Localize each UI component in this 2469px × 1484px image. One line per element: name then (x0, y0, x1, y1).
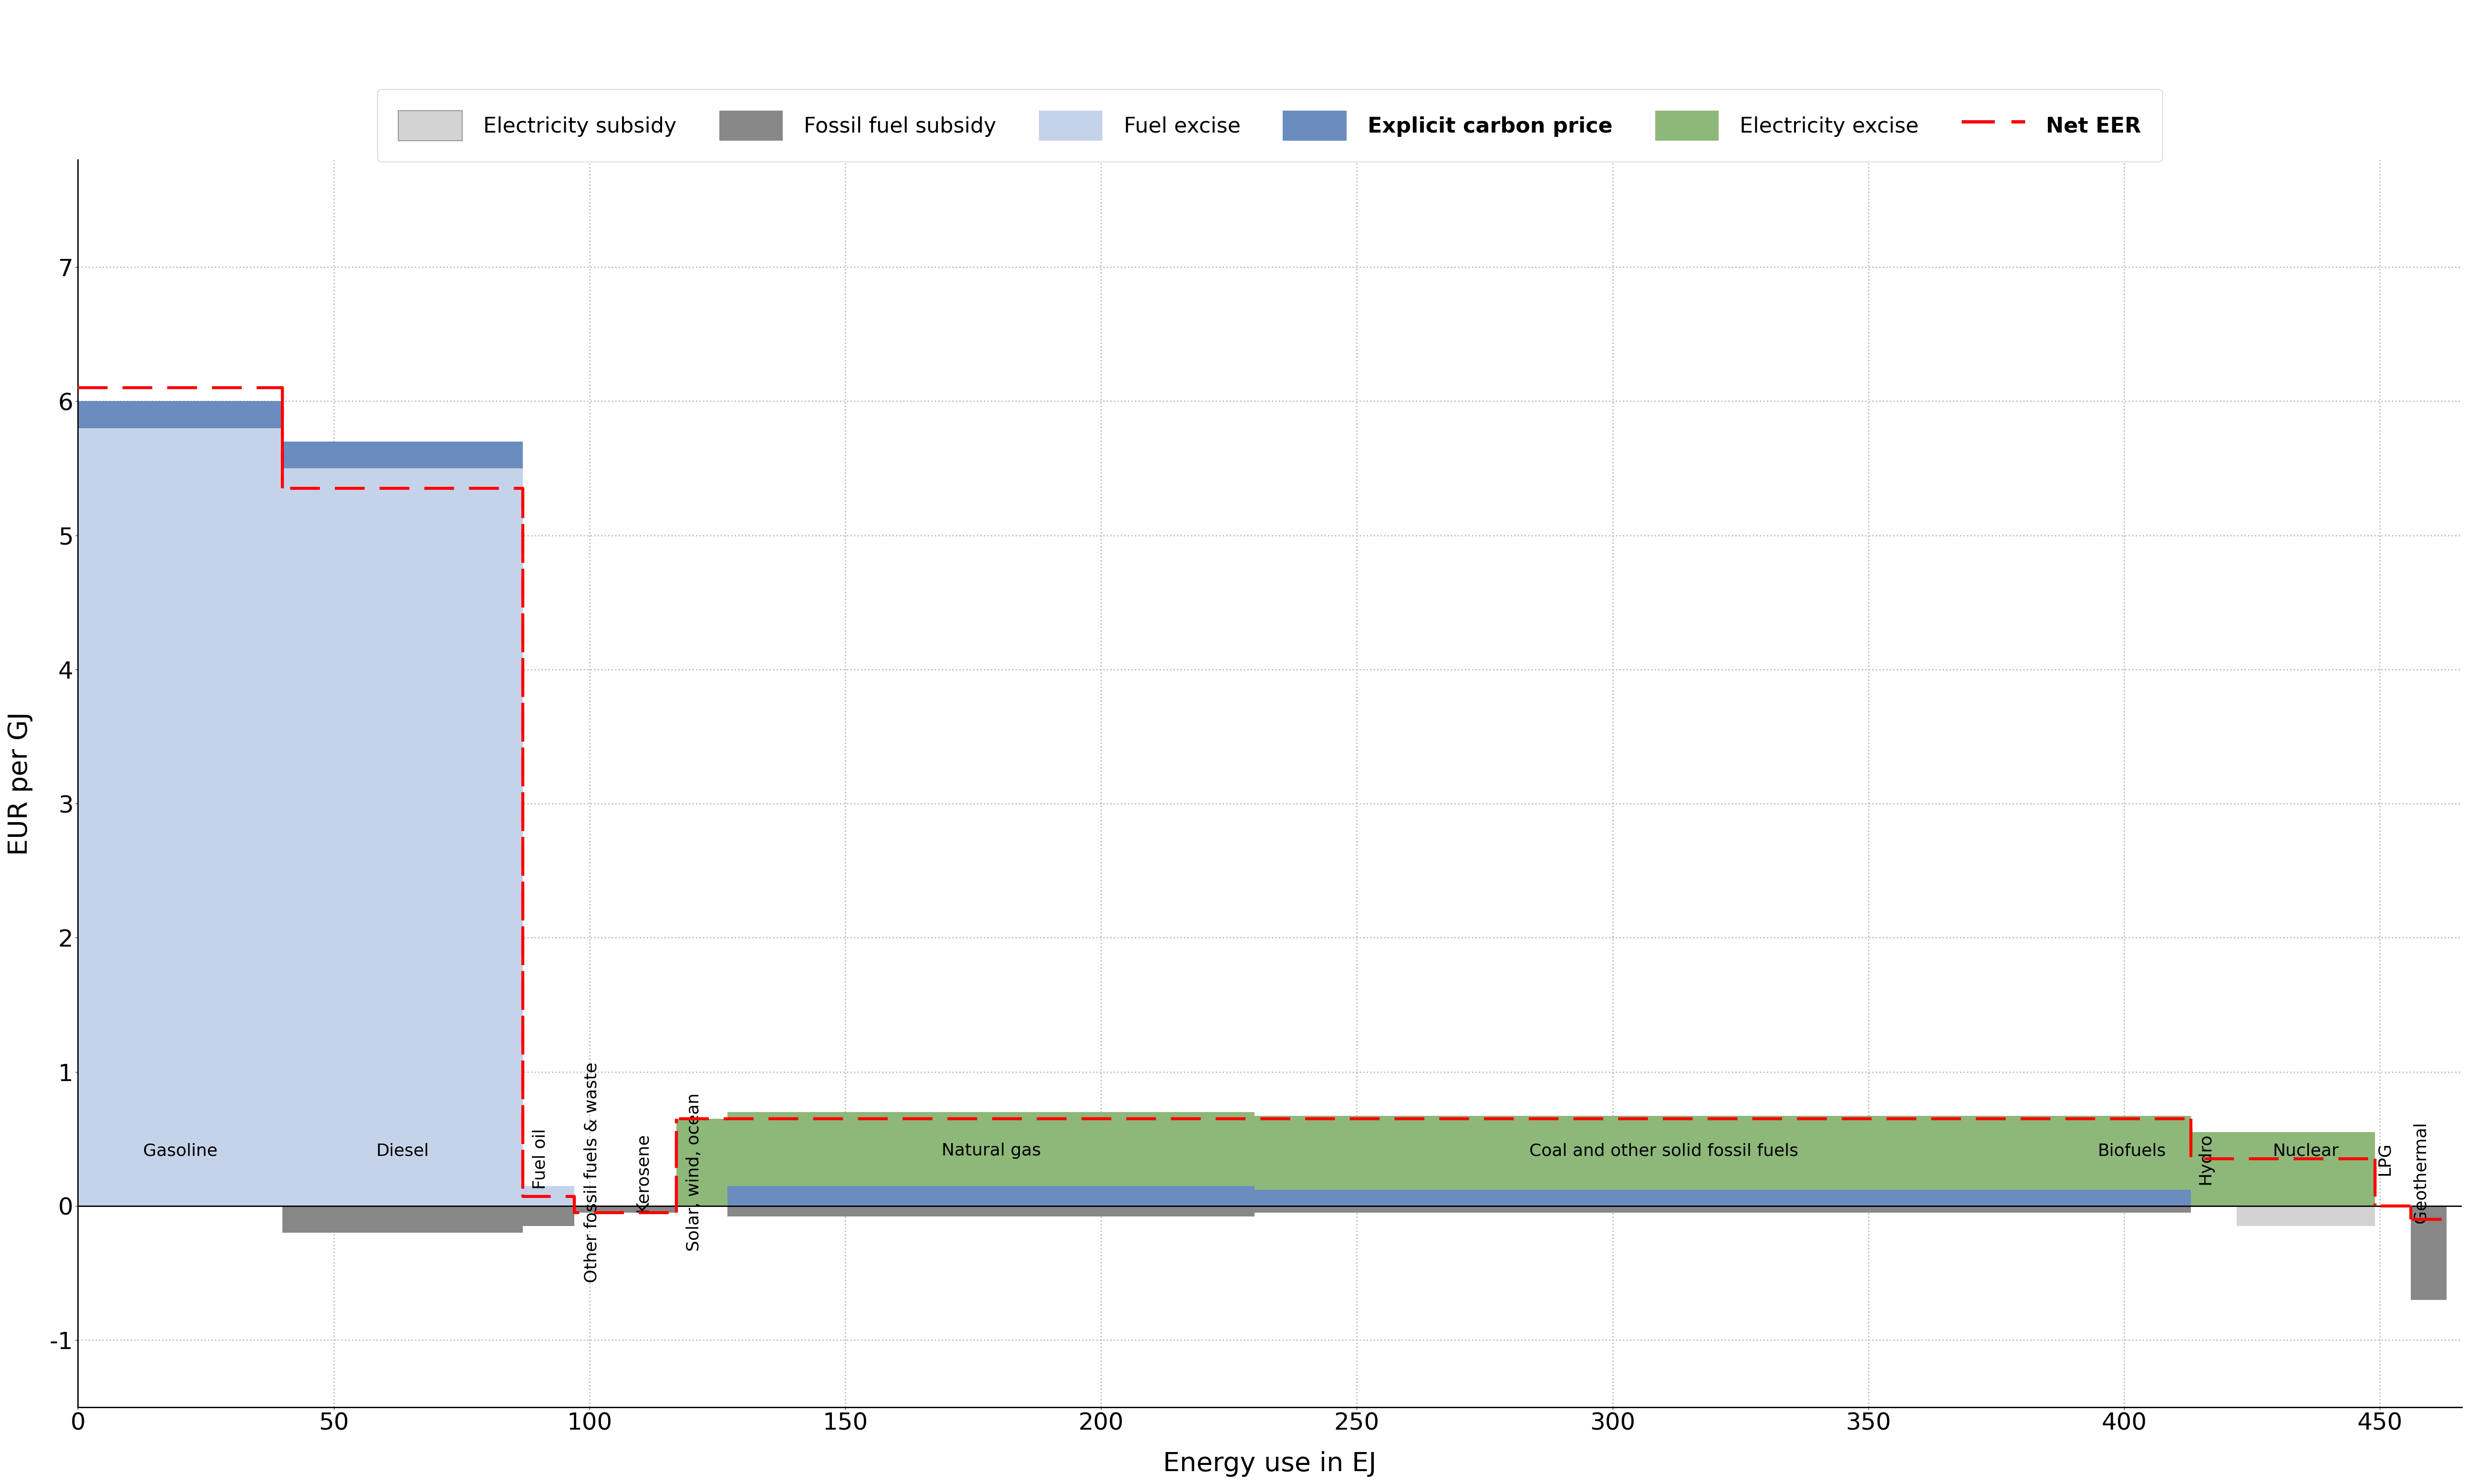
Bar (523, 1206, 575, 1226)
Bar (281, 1206, 523, 1233)
Bar (2237, 1206, 2375, 1226)
Bar (1254, 1190, 2074, 1206)
Bar (281, 469, 523, 1206)
Bar (728, 1186, 1254, 1206)
Bar (2410, 1206, 2447, 1300)
Bar (1254, 1116, 2074, 1190)
Bar (79, 427, 281, 1206)
Bar (728, 1206, 1254, 1217)
Text: Biofuels: Biofuels (2099, 1143, 2165, 1159)
Bar (2074, 1116, 2190, 1190)
Text: Solar, wind, ocean: Solar, wind, ocean (686, 1094, 701, 1251)
X-axis label: Energy use in EJ: Energy use in EJ (1163, 1451, 1378, 1477)
Text: Kerosene: Kerosene (635, 1132, 652, 1212)
Text: Diesel: Diesel (375, 1143, 430, 1159)
Bar (79, 401, 281, 427)
Bar (728, 1112, 1254, 1186)
Legend: Electricity subsidy, Fossil fuel subsidy, Fuel excise, Explicit carbon price, El: Electricity subsidy, Fossil fuel subsidy… (378, 89, 2163, 162)
Text: Other fossil fuels & waste: Other fossil fuels & waste (583, 1063, 600, 1282)
Bar (2237, 1132, 2375, 1206)
Text: Nuclear: Nuclear (2274, 1143, 2338, 1159)
Y-axis label: EUR per GJ: EUR per GJ (7, 712, 32, 855)
Bar (2074, 1206, 2190, 1212)
Text: Geothermal: Geothermal (2412, 1122, 2429, 1223)
Text: Gasoline: Gasoline (143, 1143, 217, 1159)
Bar (523, 1186, 575, 1206)
Text: Natural gas: Natural gas (941, 1143, 1042, 1159)
Text: Fuel oil: Fuel oil (533, 1128, 548, 1189)
Text: Hydro: Hydro (2197, 1134, 2215, 1184)
Bar (1254, 1206, 2074, 1212)
Bar (625, 1206, 677, 1212)
Bar (677, 1119, 728, 1206)
Text: LPG: LPG (2378, 1143, 2392, 1175)
Bar (2074, 1190, 2190, 1206)
Text: Coal and other solid fossil fuels: Coal and other solid fossil fuels (1528, 1143, 1797, 1159)
Bar (2190, 1132, 2237, 1206)
Bar (281, 441, 523, 469)
Bar (575, 1206, 625, 1212)
